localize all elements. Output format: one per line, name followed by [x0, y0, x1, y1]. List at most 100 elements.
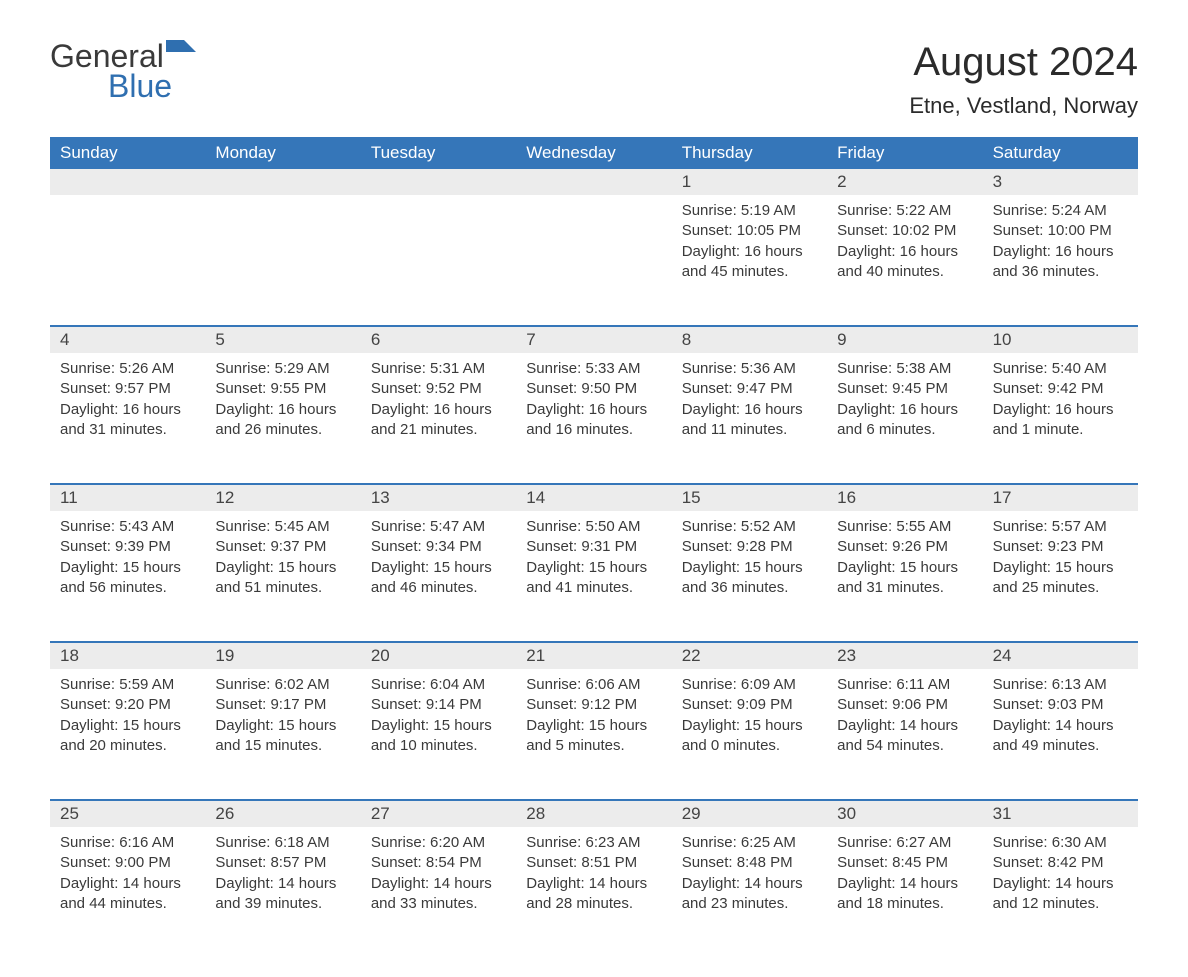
day-cell: Sunrise: 6:02 AMSunset: 9:17 PMDaylight:… [205, 669, 360, 779]
day-number: 5 [205, 327, 360, 353]
day-detail-line: Daylight: 15 hours [526, 716, 661, 736]
day-number: 23 [827, 643, 982, 669]
day-detail-line: Sunrise: 6:04 AM [371, 675, 506, 695]
day-detail-line: Sunset: 9:09 PM [682, 695, 817, 715]
day-detail-line: and 36 minutes. [682, 578, 817, 598]
day-number: 11 [50, 485, 205, 511]
day-detail-line: Sunrise: 5:59 AM [60, 675, 195, 695]
day-detail-line: Daylight: 16 hours [993, 242, 1128, 262]
day-detail-line: and 16 minutes. [526, 420, 661, 440]
day-number: 10 [983, 327, 1138, 353]
day-detail-line: Daylight: 15 hours [60, 558, 195, 578]
day-detail-line: Sunrise: 6:27 AM [837, 833, 972, 853]
day-detail-line: Daylight: 15 hours [371, 558, 506, 578]
day-number: 30 [827, 801, 982, 827]
day-detail-line: Sunset: 9:26 PM [837, 537, 972, 557]
brand-logo: General Blue [50, 40, 196, 105]
day-detail-line: Sunset: 9:23 PM [993, 537, 1128, 557]
day-detail-line: and 40 minutes. [837, 262, 972, 282]
day-detail-line: and 44 minutes. [60, 894, 195, 914]
day-detail-line: Sunrise: 6:06 AM [526, 675, 661, 695]
day-detail-line: Sunset: 9:47 PM [682, 379, 817, 399]
day-detail-line: Sunrise: 6:09 AM [682, 675, 817, 695]
day-detail-line: Sunrise: 5:55 AM [837, 517, 972, 537]
day-detail-line: and 21 minutes. [371, 420, 506, 440]
day-number-row: 45678910 [50, 327, 1138, 353]
day-cell [50, 195, 205, 305]
day-detail-line: Sunrise: 5:40 AM [993, 359, 1128, 379]
day-number-row: 25262728293031 [50, 801, 1138, 827]
day-detail-line: and 20 minutes. [60, 736, 195, 756]
day-number: 21 [516, 643, 671, 669]
day-number [50, 169, 205, 195]
weekday-header-cell: Friday [827, 137, 982, 169]
day-cell: Sunrise: 6:25 AMSunset: 8:48 PMDaylight:… [672, 827, 827, 937]
day-detail-line: Sunrise: 6:25 AM [682, 833, 817, 853]
day-detail-line: Sunrise: 5:43 AM [60, 517, 195, 537]
day-detail-line: Sunrise: 5:45 AM [215, 517, 350, 537]
day-cell: Sunrise: 5:43 AMSunset: 9:39 PMDaylight:… [50, 511, 205, 621]
day-detail-line: Sunrise: 5:24 AM [993, 201, 1128, 221]
day-number: 7 [516, 327, 671, 353]
day-detail-line: and 12 minutes. [993, 894, 1128, 914]
day-detail-line: Daylight: 15 hours [60, 716, 195, 736]
day-detail-line: Daylight: 16 hours [837, 400, 972, 420]
calendar: SundayMondayTuesdayWednesdayThursdayFrid… [50, 137, 1138, 937]
day-detail-line: and 18 minutes. [837, 894, 972, 914]
day-detail-line: Sunrise: 5:31 AM [371, 359, 506, 379]
weekday-header-cell: Sunday [50, 137, 205, 169]
day-cell: Sunrise: 5:24 AMSunset: 10:00 PMDaylight… [983, 195, 1138, 305]
day-detail-line: Daylight: 15 hours [371, 716, 506, 736]
day-detail-line: Daylight: 16 hours [682, 400, 817, 420]
day-cell [205, 195, 360, 305]
day-detail-line: Sunset: 10:02 PM [837, 221, 972, 241]
day-number-row: 123 [50, 169, 1138, 195]
day-detail-line: Sunset: 9:52 PM [371, 379, 506, 399]
day-cell: Sunrise: 5:57 AMSunset: 9:23 PMDaylight:… [983, 511, 1138, 621]
day-detail-line: and 33 minutes. [371, 894, 506, 914]
day-detail-line: and 6 minutes. [837, 420, 972, 440]
flag-icon [166, 40, 196, 65]
brand-text-blue: Blue [108, 68, 196, 105]
day-cell: Sunrise: 5:59 AMSunset: 9:20 PMDaylight:… [50, 669, 205, 779]
day-cell: Sunrise: 5:26 AMSunset: 9:57 PMDaylight:… [50, 353, 205, 463]
day-number: 4 [50, 327, 205, 353]
day-detail-line: Daylight: 14 hours [526, 874, 661, 894]
day-detail-line: and 15 minutes. [215, 736, 350, 756]
day-detail-line: Sunset: 9:14 PM [371, 695, 506, 715]
day-number: 15 [672, 485, 827, 511]
day-number: 19 [205, 643, 360, 669]
weekday-header-cell: Thursday [672, 137, 827, 169]
day-cell: Sunrise: 6:18 AMSunset: 8:57 PMDaylight:… [205, 827, 360, 937]
day-detail-line: Daylight: 16 hours [682, 242, 817, 262]
day-number: 14 [516, 485, 671, 511]
day-detail-line: Daylight: 14 hours [60, 874, 195, 894]
day-detail-line: Sunset: 8:51 PM [526, 853, 661, 873]
day-detail-line: Sunset: 9:28 PM [682, 537, 817, 557]
day-cell: Sunrise: 5:31 AMSunset: 9:52 PMDaylight:… [361, 353, 516, 463]
weekday-header-cell: Tuesday [361, 137, 516, 169]
day-detail-line: Sunrise: 5:57 AM [993, 517, 1128, 537]
day-number-row: 11121314151617 [50, 485, 1138, 511]
day-number [205, 169, 360, 195]
day-detail-line: Sunset: 8:54 PM [371, 853, 506, 873]
calendar-week: 11121314151617Sunrise: 5:43 AMSunset: 9:… [50, 483, 1138, 621]
day-number: 6 [361, 327, 516, 353]
weeks-container: 123Sunrise: 5:19 AMSunset: 10:05 PMDayli… [50, 169, 1138, 937]
day-detail-line: and 11 minutes. [682, 420, 817, 440]
day-detail-line: Daylight: 16 hours [60, 400, 195, 420]
day-number: 25 [50, 801, 205, 827]
day-detail-line: Sunrise: 6:02 AM [215, 675, 350, 695]
calendar-week: 45678910Sunrise: 5:26 AMSunset: 9:57 PMD… [50, 325, 1138, 463]
day-detail-line: and 49 minutes. [993, 736, 1128, 756]
day-cell: Sunrise: 5:29 AMSunset: 9:55 PMDaylight:… [205, 353, 360, 463]
day-detail-line: and 56 minutes. [60, 578, 195, 598]
calendar-week: 123Sunrise: 5:19 AMSunset: 10:05 PMDayli… [50, 169, 1138, 305]
day-detail-line: Sunset: 8:45 PM [837, 853, 972, 873]
day-detail-line: Sunset: 9:39 PM [60, 537, 195, 557]
day-detail-line: and 26 minutes. [215, 420, 350, 440]
day-cell: Sunrise: 6:09 AMSunset: 9:09 PMDaylight:… [672, 669, 827, 779]
day-detail-line: and 41 minutes. [526, 578, 661, 598]
day-detail-line: Sunrise: 5:33 AM [526, 359, 661, 379]
day-cell: Sunrise: 6:11 AMSunset: 9:06 PMDaylight:… [827, 669, 982, 779]
